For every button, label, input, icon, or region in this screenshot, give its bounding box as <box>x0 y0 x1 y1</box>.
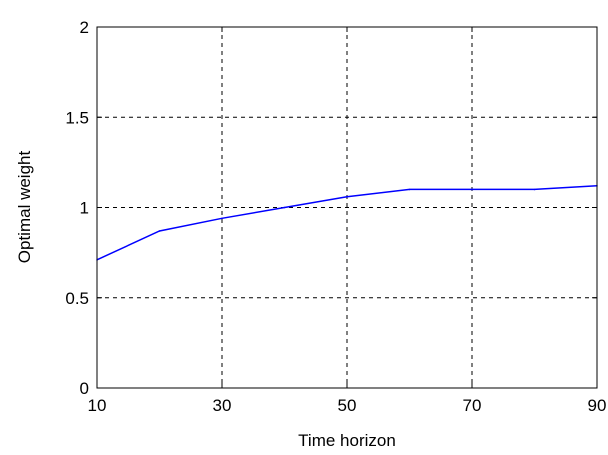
data-point <box>408 188 411 191</box>
y-tick-label: 1.5 <box>65 108 89 127</box>
y-tick-label: 2 <box>80 18 89 37</box>
grid <box>97 27 597 388</box>
x-tick-label: 70 <box>463 396 482 415</box>
x-tick-label: 30 <box>213 396 232 415</box>
ticks: 10 30 50 70 90 0 0.5 1 1.5 2 <box>65 18 606 415</box>
data-point <box>346 195 348 198</box>
x-tick-label: 90 <box>588 396 607 415</box>
y-tick-label: 0.5 <box>65 289 89 308</box>
data-point <box>158 230 161 232</box>
data-point <box>533 188 536 191</box>
x-tick-label: 50 <box>338 396 357 415</box>
y-tick-label: 1 <box>80 199 89 218</box>
data-point <box>283 206 286 209</box>
y-tick-label: 0 <box>80 379 89 398</box>
y-axis-label: Optimal weight <box>15 151 34 264</box>
data-point <box>471 188 473 191</box>
x-tick-label: 10 <box>88 396 107 415</box>
data-point <box>221 217 223 220</box>
x-axis-label: Time horizon <box>298 431 396 450</box>
